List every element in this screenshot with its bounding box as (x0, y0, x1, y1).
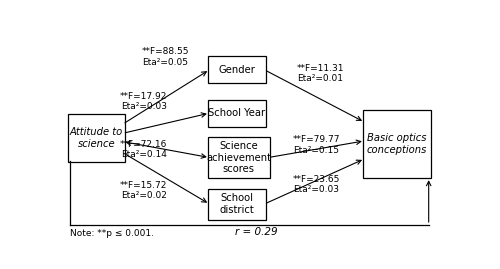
FancyBboxPatch shape (208, 100, 266, 126)
Text: Note: **p ≤ 0.001.: Note: **p ≤ 0.001. (70, 229, 154, 238)
FancyBboxPatch shape (208, 189, 266, 220)
Text: Basic optics
conceptions: Basic optics conceptions (366, 133, 427, 155)
Text: **F=88.55
Eta²=0.05: **F=88.55 Eta²=0.05 (142, 47, 189, 67)
Text: **F=79.77
Eta²=0.15: **F=79.77 Eta²=0.15 (292, 136, 340, 155)
FancyBboxPatch shape (208, 137, 270, 178)
Text: r = 0.29: r = 0.29 (235, 227, 278, 237)
FancyBboxPatch shape (208, 56, 266, 83)
Text: **F=11.31
Eta²=0.01: **F=11.31 Eta²=0.01 (296, 64, 344, 83)
FancyBboxPatch shape (68, 114, 124, 162)
Text: Science
achievement
scores: Science achievement scores (206, 141, 272, 174)
Text: **F=17.92
Eta²=0.03: **F=17.92 Eta²=0.03 (120, 92, 168, 111)
Text: **F=23.65
Eta²=0.03: **F=23.65 Eta²=0.03 (292, 175, 340, 194)
Text: **F=15.72
Eta²=0.02: **F=15.72 Eta²=0.02 (120, 181, 168, 200)
Text: Attitude to
science: Attitude to science (70, 127, 123, 149)
FancyBboxPatch shape (363, 110, 430, 178)
Text: **F=72.16
Eta²=0.14: **F=72.16 Eta²=0.14 (120, 140, 168, 159)
Text: Gender: Gender (218, 65, 256, 75)
Text: School Year: School Year (208, 108, 266, 118)
Text: School
district: School district (220, 193, 254, 215)
